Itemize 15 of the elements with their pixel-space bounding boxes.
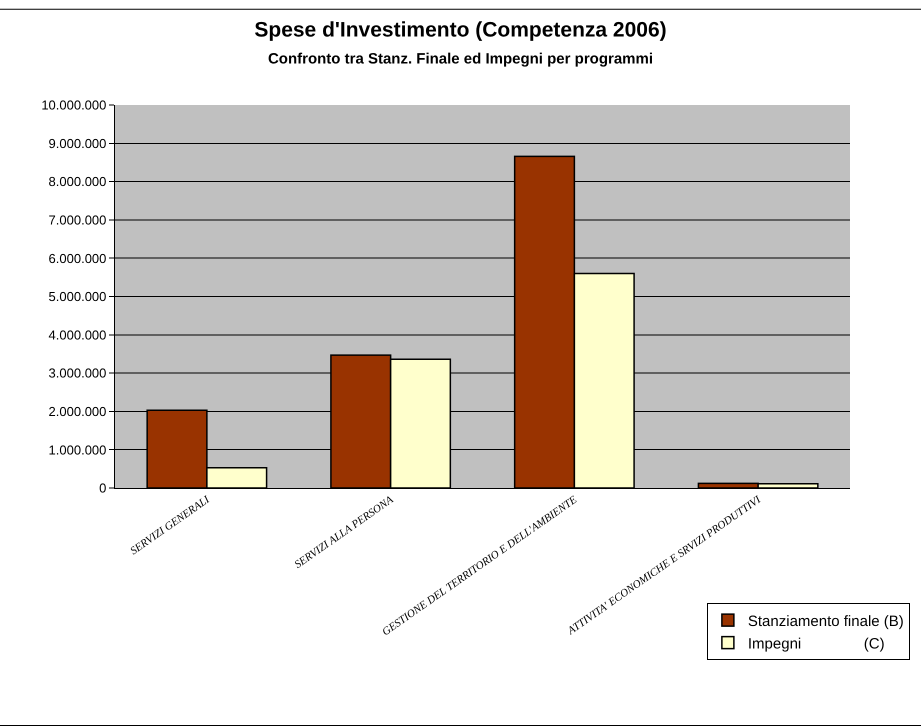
legend-label: Impegni (C) xyxy=(748,636,885,652)
y-tick-label: 0 xyxy=(99,480,106,496)
chart-title: Spese d'Investimento (Competenza 2006) xyxy=(254,18,667,42)
y-tick-label: 1.000.000 xyxy=(48,442,106,458)
y-tick-label: 4.000.000 xyxy=(48,327,106,342)
chart-subtitle: Confronto tra Stanz. Finale ed Impegni per programmi xyxy=(268,50,654,68)
y-tick-label: 6.000.000 xyxy=(48,250,106,266)
y-tick-label: 10.000.000 xyxy=(41,98,106,113)
y-tick-label: 2.000.000 xyxy=(48,404,106,419)
y-tick-label: 3.000.000 xyxy=(48,366,106,381)
y-tick-label: 5.000.000 xyxy=(48,289,106,304)
legend-label: Stanziamento finale (B) xyxy=(748,613,904,630)
y-tick-label: 9.000.000 xyxy=(48,136,106,151)
y-tick-label: 8.000.000 xyxy=(48,174,106,190)
y-tick-label: 7.000.000 xyxy=(48,212,106,228)
